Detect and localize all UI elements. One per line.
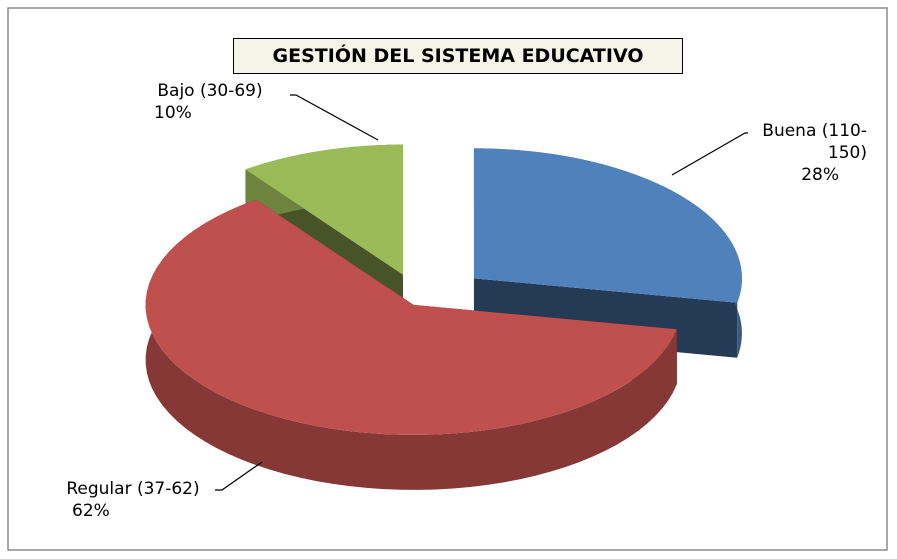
value-label: 28% — [801, 165, 839, 185]
slice — [145, 199, 677, 435]
category-label: Buena (110-150) — [762, 121, 867, 163]
slice-label: Bajo (30-69) 10% — [130, 80, 290, 124]
leader-line — [290, 94, 379, 141]
slice-side — [145, 199, 677, 490]
leader-line — [215, 461, 263, 491]
chart-title: GESTIÓN DEL SISTEMA EDUCATIVO — [233, 38, 683, 74]
value-label: 62% — [72, 501, 110, 521]
category-label: Bajo (30-69) — [157, 81, 263, 101]
slice — [245, 144, 404, 275]
category-label: Regular (37-62) — [66, 479, 200, 499]
leader-line — [671, 132, 748, 176]
value-label: 10% — [154, 103, 192, 123]
slice-label: Buena (110-150) 28% — [735, 120, 867, 186]
slice — [473, 148, 742, 303]
slice-label: Regular (37-62) 62% — [48, 478, 218, 522]
pie — [145, 144, 742, 490]
chart-border — [7, 7, 888, 551]
